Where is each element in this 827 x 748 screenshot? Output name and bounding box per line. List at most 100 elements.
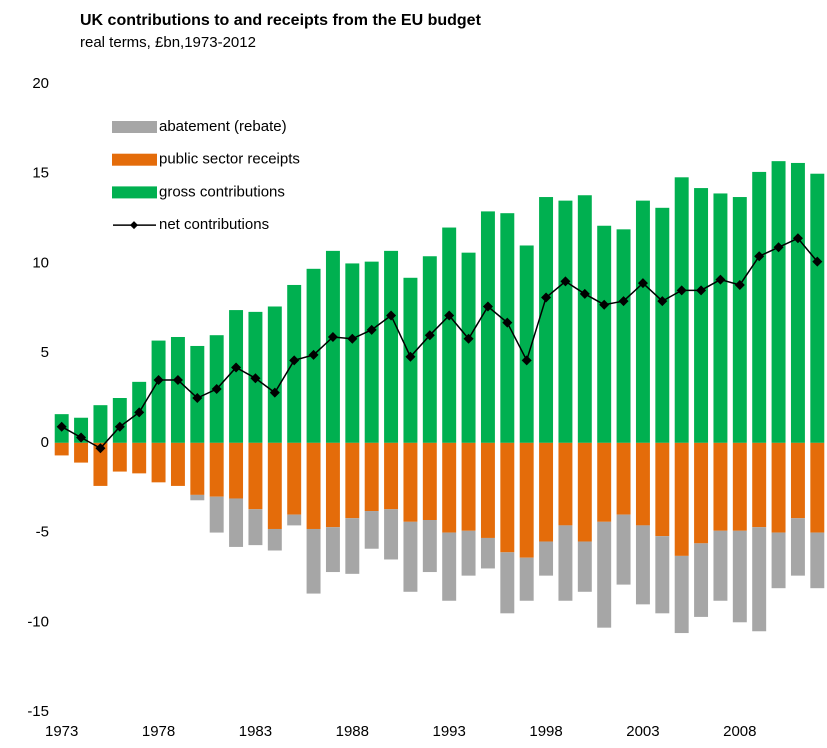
bar (635, 200, 650, 443)
legend-label: abatement (rebate) (159, 118, 287, 135)
bar (790, 442, 805, 519)
x-tick-label: 1978 (142, 723, 175, 740)
bar (54, 442, 69, 456)
marker (56, 421, 67, 432)
marker (637, 278, 648, 289)
chart-subtitle: real terms, £bn,1973-2012 (80, 34, 256, 51)
bar (325, 527, 340, 573)
y-tick-label: 0 (41, 434, 49, 451)
marker (618, 296, 629, 307)
marker (250, 373, 261, 384)
bar (597, 442, 612, 522)
marker (560, 276, 571, 287)
bar (132, 442, 147, 474)
bar (384, 442, 399, 510)
line (61, 237, 818, 450)
bar (461, 252, 476, 443)
legend-marker (130, 221, 138, 230)
bar (403, 521, 418, 592)
marker (444, 310, 455, 321)
bar (93, 405, 108, 443)
marker (424, 330, 435, 341)
chart-title: UK contributions to and receipts from th… (80, 12, 482, 29)
bar (500, 442, 515, 553)
bar (112, 398, 127, 443)
marker (405, 351, 416, 362)
x-tick-label: 1988 (336, 723, 369, 740)
y-tick-label: 20 (32, 75, 49, 92)
marker (734, 279, 745, 290)
bar (713, 530, 728, 601)
bar (810, 173, 825, 443)
marker (792, 233, 803, 244)
bar (267, 306, 282, 443)
bar (170, 442, 185, 486)
marker (386, 310, 397, 321)
bar (694, 442, 709, 544)
bar (403, 442, 418, 522)
marker (211, 384, 222, 395)
bar (771, 161, 786, 443)
bar (597, 225, 612, 443)
bar (306, 528, 321, 594)
bar (500, 213, 515, 443)
legend-label: gross contributions (159, 183, 285, 200)
bar (229, 442, 244, 499)
bar (229, 310, 244, 443)
bar (480, 537, 495, 569)
bar (500, 552, 515, 614)
marker (599, 299, 610, 310)
marker (482, 301, 493, 312)
bar (267, 442, 282, 529)
bar (539, 541, 554, 576)
bar (790, 162, 805, 443)
y-tick-label: -5 (36, 524, 49, 541)
bar (461, 530, 476, 576)
bar (790, 518, 805, 576)
bar (519, 442, 534, 558)
bar (810, 442, 825, 533)
bar (209, 442, 224, 497)
bar (480, 211, 495, 443)
bar (287, 442, 302, 515)
marker (541, 292, 552, 303)
bar (694, 188, 709, 443)
bar (732, 530, 747, 623)
bar (616, 514, 631, 585)
marker (269, 387, 280, 398)
bar (190, 442, 205, 495)
bar (422, 520, 437, 573)
marker (192, 393, 203, 403)
x-tick-label: 1983 (239, 723, 272, 740)
bar (422, 256, 437, 443)
marker (696, 285, 707, 296)
legend-swatch (112, 121, 157, 133)
bar (558, 442, 573, 526)
marker (754, 251, 765, 262)
bar (674, 177, 689, 443)
marker (579, 288, 590, 299)
bar (539, 197, 554, 443)
x-tick-label: 1993 (433, 723, 466, 740)
x-tick-label: 1973 (45, 723, 78, 740)
marker (308, 349, 319, 360)
bar (229, 498, 244, 547)
bar (674, 555, 689, 634)
bar (558, 200, 573, 443)
bar (771, 442, 786, 533)
y-tick-label: 5 (41, 344, 49, 361)
legend-label: public sector receipts (159, 151, 300, 168)
bar (577, 541, 592, 592)
marker (153, 375, 164, 386)
bar (616, 442, 631, 515)
marker (134, 407, 145, 418)
x-tick-label: 1998 (529, 723, 562, 740)
bar (752, 442, 767, 528)
bar (461, 442, 476, 531)
bar (325, 442, 340, 528)
marker (502, 317, 513, 328)
bar (384, 250, 399, 443)
bar (732, 442, 747, 531)
bar (577, 442, 592, 542)
